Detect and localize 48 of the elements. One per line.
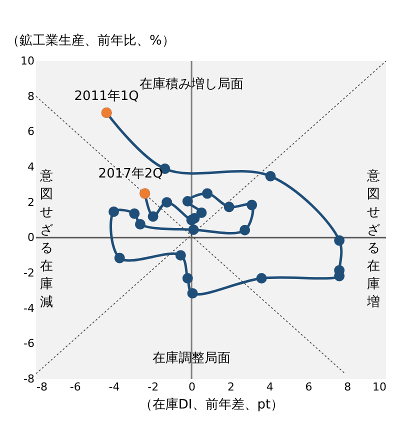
annotation: 2011年1Q bbox=[74, 88, 139, 104]
point bbox=[182, 273, 193, 284]
point bbox=[202, 188, 213, 199]
x-tick-label: -6 bbox=[70, 380, 81, 394]
x-tick-label: -4 bbox=[108, 380, 120, 394]
x-tick-label: 8 bbox=[344, 380, 352, 394]
point bbox=[188, 224, 199, 235]
annotation: 在庫調整局面 bbox=[152, 350, 231, 366]
point bbox=[246, 200, 258, 210]
point bbox=[134, 219, 146, 230]
point bbox=[148, 211, 158, 222]
y-tick-label: 6 bbox=[28, 125, 34, 138]
x-tick-label: 6 bbox=[305, 380, 312, 394]
x-tick-label: 10 bbox=[372, 380, 386, 394]
x-tick-label: 0 bbox=[188, 380, 196, 394]
annotation: 在庫積み増し局面 bbox=[140, 76, 244, 92]
y-tick-label: 8 bbox=[28, 90, 34, 103]
y-tick-label: 4 bbox=[28, 160, 34, 174]
y-tick-label: -8 bbox=[24, 372, 34, 386]
point bbox=[186, 214, 197, 226]
point bbox=[114, 252, 125, 264]
y-axis-title: （鉱工業生産、前年比、%） bbox=[6, 32, 175, 48]
point bbox=[265, 170, 276, 182]
annotation: 2017年2Q bbox=[98, 166, 163, 182]
y-tick-label: 2 bbox=[28, 196, 34, 209]
y-tick-label: 0 bbox=[28, 231, 34, 244]
point bbox=[240, 224, 250, 236]
x-tick-label: -2 bbox=[148, 380, 159, 394]
point bbox=[129, 208, 140, 219]
point bbox=[182, 196, 193, 207]
point bbox=[334, 235, 345, 246]
annotation: 意図せざる在庫増 bbox=[366, 168, 380, 310]
point bbox=[224, 202, 234, 212]
point bbox=[196, 208, 207, 218]
point bbox=[187, 288, 198, 299]
x-tick-label: 2 bbox=[227, 380, 234, 394]
y-tick-label: -2 bbox=[24, 266, 34, 280]
point bbox=[256, 273, 267, 284]
x-tick-label: -8 bbox=[36, 380, 48, 394]
annotation: 意図せざる在庫減 bbox=[39, 168, 54, 310]
y-tick-label: -6 bbox=[24, 337, 34, 350]
point bbox=[175, 250, 186, 261]
point bbox=[162, 197, 172, 208]
x-axis-title: （在庫DI、前年差、pt） bbox=[139, 396, 284, 412]
y-tick-label: 10 bbox=[20, 54, 34, 68]
y-tick-label: -4 bbox=[24, 302, 34, 315]
x-tick-label: 4 bbox=[266, 380, 274, 394]
point bbox=[108, 206, 120, 217]
